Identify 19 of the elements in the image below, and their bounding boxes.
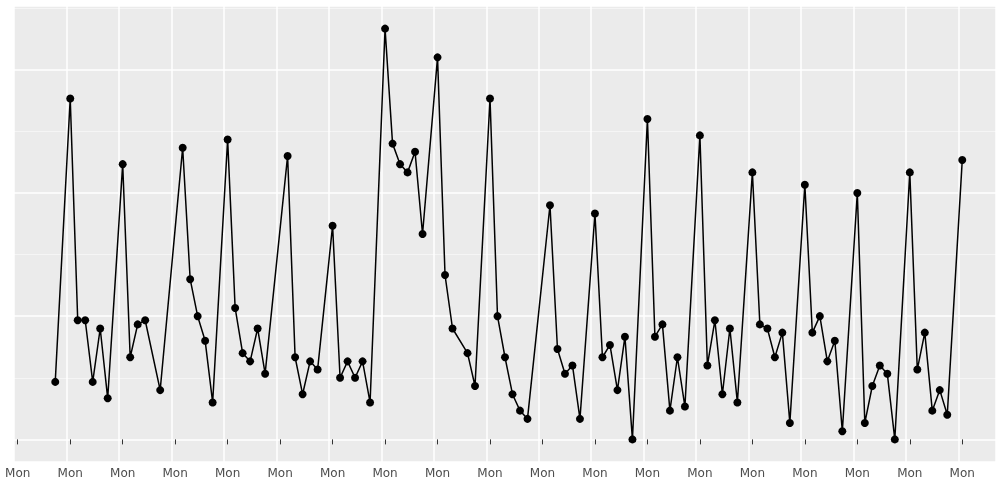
x-tick-label: Mon (582, 466, 608, 480)
x-tick-label: Mon (792, 466, 818, 480)
x-tick-label: Mon (319, 466, 346, 480)
x-tick-label: Mon (57, 466, 83, 480)
x-tick-label: Mon (949, 466, 975, 480)
x-tick-label: Mon (844, 466, 870, 480)
x-tick-label: Mon (687, 466, 713, 480)
x-tick-label: Mon (372, 466, 398, 480)
x-tick-label: Mon (110, 466, 136, 480)
x-tick-label: Mon (529, 466, 556, 480)
x-tick-label: Mon (634, 466, 661, 480)
x-tick-label: Mon (162, 466, 188, 480)
x-tick-label: Mon (214, 466, 241, 480)
x-tick-label: Mon (739, 466, 766, 480)
x-tick-label: Mon (424, 466, 451, 480)
x-tick-label: Mon (5, 466, 31, 480)
x-tick-label: Mon (477, 466, 503, 480)
x-tick-label: Mon (897, 466, 923, 480)
x-tick-label: Mon (267, 466, 293, 480)
